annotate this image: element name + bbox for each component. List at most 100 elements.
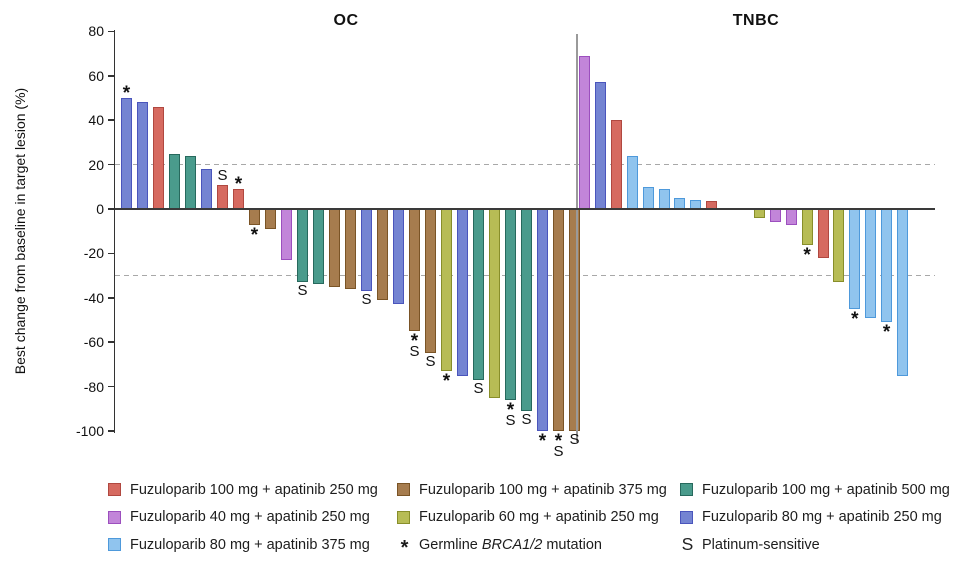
y-axis-line bbox=[113, 30, 116, 433]
bar bbox=[897, 209, 908, 376]
bar bbox=[579, 55, 590, 209]
legend-item: Fuzuloparib 80 mg + apatinib 375 mg bbox=[108, 531, 370, 558]
y-tick-label: 40 bbox=[88, 112, 104, 129]
y-tick bbox=[108, 30, 114, 33]
bar-marker-brca: * bbox=[554, 431, 563, 452]
y-axis-title: Best change from baseline in target lesi… bbox=[12, 87, 28, 375]
y-tick-label: -40 bbox=[83, 289, 104, 306]
legend-swatch bbox=[108, 483, 121, 496]
bar bbox=[865, 209, 877, 318]
y-tick bbox=[108, 119, 114, 121]
bar bbox=[185, 155, 196, 209]
bar bbox=[441, 209, 452, 372]
legend-symbol-ps: S bbox=[681, 534, 694, 554]
bar-marker-ps: S bbox=[409, 343, 420, 361]
legend-item: * Germline BRCA1/2 mutation bbox=[397, 531, 602, 558]
panel-title-tnbc: TNBC bbox=[732, 12, 780, 29]
y-tick bbox=[108, 163, 114, 166]
y-tick bbox=[108, 430, 114, 432]
bar bbox=[569, 209, 580, 431]
y-tick-label: 0 bbox=[96, 201, 104, 217]
bar bbox=[377, 209, 388, 301]
y-tick-label: 80 bbox=[88, 23, 104, 40]
bar bbox=[457, 209, 468, 376]
bar bbox=[473, 209, 484, 380]
bar-marker-brca: * bbox=[250, 224, 259, 246]
bar-marker-ps: S bbox=[297, 282, 308, 300]
bar-marker-ps: S bbox=[569, 431, 580, 448]
bar bbox=[217, 184, 228, 209]
legend-item: S Platinum-sensitive bbox=[680, 531, 820, 558]
bar bbox=[537, 209, 548, 431]
legend-label: Fuzuloparib 80 mg + apatinib 250 mg bbox=[702, 509, 942, 525]
bar-marker-brca: * bbox=[506, 399, 515, 421]
bar bbox=[169, 153, 180, 209]
legend-item: Fuzuloparib 100 mg + apatinib 250 mg bbox=[108, 476, 378, 503]
bar bbox=[769, 209, 781, 223]
legend-label: Fuzuloparib 60 mg + apatinib 250 mg bbox=[419, 509, 659, 525]
bar bbox=[313, 209, 324, 285]
bar bbox=[801, 209, 813, 245]
bar bbox=[849, 209, 861, 309]
y-tick bbox=[108, 341, 114, 343]
legend-swatch bbox=[397, 510, 410, 524]
bar bbox=[505, 209, 516, 400]
bar bbox=[610, 120, 622, 209]
bar bbox=[201, 169, 212, 209]
legend-label: Fuzuloparib 40 mg + apatinib 250 mg bbox=[130, 509, 370, 525]
legend-swatch bbox=[108, 538, 121, 551]
legend-swatch bbox=[108, 510, 121, 524]
y-tick-label: 60 bbox=[88, 67, 104, 84]
bar bbox=[425, 209, 436, 354]
bar-marker-ps: S bbox=[425, 353, 436, 371]
legend-item: Fuzuloparib 100 mg + apatinib 500 mg bbox=[680, 476, 950, 503]
legend-swatch bbox=[397, 483, 410, 496]
legend-label: Fuzuloparib 100 mg + apatinib 250 mg bbox=[130, 481, 378, 498]
bar-marker-brca: * bbox=[122, 83, 131, 104]
bar bbox=[137, 102, 148, 209]
bar bbox=[658, 189, 670, 209]
bar-marker-brca: * bbox=[882, 322, 891, 344]
bar-marker-ps: S bbox=[553, 443, 564, 460]
bar bbox=[265, 209, 276, 229]
bar bbox=[817, 209, 829, 258]
bar bbox=[881, 209, 893, 323]
legend-item: Fuzuloparib 40 mg + apatinib 250 mg bbox=[108, 504, 370, 531]
legend-label: Fuzuloparib 100 mg + apatinib 375 mg bbox=[419, 481, 667, 498]
bar bbox=[409, 209, 420, 332]
bar bbox=[594, 82, 606, 209]
y-tick-label: -20 bbox=[83, 245, 104, 262]
bar-marker-brca: * bbox=[410, 331, 419, 353]
bar bbox=[833, 209, 845, 283]
bar-marker-brca: * bbox=[234, 174, 243, 196]
legend-swatch bbox=[680, 510, 693, 524]
bar-marker-ps: S bbox=[217, 166, 228, 184]
bar bbox=[393, 209, 404, 305]
legend-label: Platinum-sensitive bbox=[702, 536, 820, 553]
legend-label: Fuzuloparib 100 mg + apatinib 500 mg bbox=[702, 481, 950, 498]
y-tick bbox=[108, 385, 114, 388]
bar bbox=[345, 209, 356, 289]
legend-label: Germline BRCA1/2 mutation bbox=[419, 536, 602, 553]
legend-item: Fuzuloparib 60 mg + apatinib 250 mg bbox=[397, 504, 659, 531]
y-tick-label: -100 bbox=[75, 423, 104, 439]
bar-marker-ps: S bbox=[361, 291, 372, 309]
panel-divider bbox=[576, 34, 578, 442]
bar bbox=[153, 106, 164, 209]
bar bbox=[785, 209, 797, 225]
bar bbox=[121, 98, 132, 209]
bar-marker-brca: * bbox=[803, 244, 811, 266]
bar bbox=[553, 209, 564, 431]
legend-item: Fuzuloparib 80 mg + apatinib 250 mg bbox=[680, 504, 942, 531]
bar bbox=[249, 209, 260, 225]
legend-item: Fuzuloparib 100 mg + apatinib 375 mg bbox=[397, 476, 667, 503]
y-tick bbox=[108, 208, 114, 210]
bar-marker-ps: S bbox=[505, 411, 516, 429]
bar bbox=[297, 209, 308, 283]
bar-marker-brca: * bbox=[538, 431, 547, 452]
bar bbox=[626, 155, 638, 209]
y-tick bbox=[108, 75, 114, 77]
bar bbox=[489, 209, 500, 398]
